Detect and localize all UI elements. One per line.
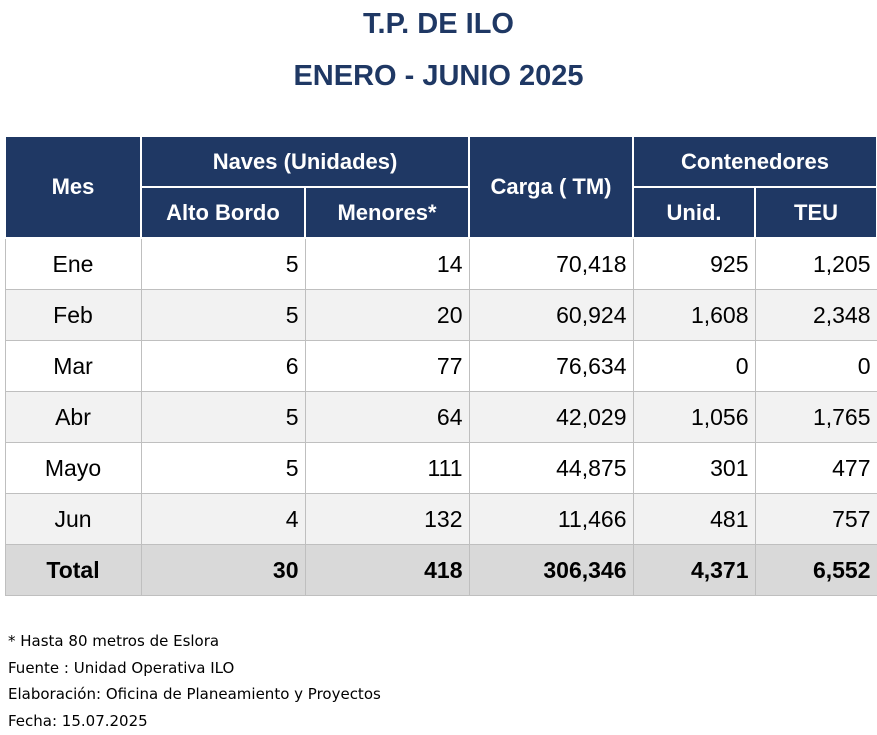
header-row-1: Mes Naves (Unidades) Carga ( TM) Contene… — [4, 135, 877, 239]
total-row: Total 30 418 306,346 4,371 6,552 — [4, 544, 877, 596]
col-header-unid: Unid. — [632, 186, 756, 239]
port-statistics-table: Mes Naves (Unidades) Carga ( TM) Contene… — [4, 135, 877, 596]
table-row: Abr 5 64 42,029 1,056 1,765 — [4, 391, 877, 443]
cell-alto-bordo: 5 — [140, 289, 306, 341]
table-row: Mayo 5 111 44,875 301 477 — [4, 442, 877, 494]
cell-unid: 301 — [632, 442, 756, 494]
cell-alto-bordo: 4 — [140, 493, 306, 545]
cell-unid: 0 — [632, 340, 756, 392]
cell-mes: Ene — [4, 237, 142, 290]
prepared-by-note: Elaboración: Oficina de Planeamiento y P… — [8, 685, 381, 703]
cell-mes: Feb — [4, 289, 142, 341]
cell-total-teu: 6,552 — [754, 544, 877, 596]
cell-menores: 77 — [304, 340, 470, 392]
cell-total-label: Total — [4, 544, 142, 596]
table-row: Jun 4 132 11,466 481 757 — [4, 493, 877, 545]
cell-mes: Mar — [4, 340, 142, 392]
cell-alto-bordo: 5 — [140, 391, 306, 443]
report-period: ENERO - JUNIO 2025 — [293, 60, 584, 92]
cell-teu: 477 — [754, 442, 877, 494]
cell-carga: 70,418 — [468, 237, 634, 290]
cell-menores: 132 — [304, 493, 470, 545]
cell-carga: 44,875 — [468, 442, 634, 494]
cell-unid: 925 — [632, 237, 756, 290]
col-header-contenedores: Contenedores — [631, 135, 877, 188]
cell-teu: 757 — [754, 493, 877, 545]
header-row-2: Alto Bordo Menores* Unid. TEU — [5, 186, 877, 239]
cell-teu: 0 — [754, 340, 877, 392]
cell-unid: 1,608 — [632, 289, 756, 341]
date-note: Fecha: 15.07.2025 — [8, 711, 148, 730]
report-title: T.P. DE ILO — [363, 8, 514, 40]
cell-alto-bordo: 5 — [140, 442, 306, 494]
table-row: Mar 6 77 76,634 0 0 — [4, 340, 877, 392]
cell-total-carga: 306,346 — [468, 544, 634, 596]
col-header-carga: Carga ( TM) — [468, 135, 634, 239]
cell-unid: 481 — [632, 493, 756, 545]
col-header-naves: Naves (Unidades) — [140, 135, 470, 188]
col-header-menores: Menores* — [304, 186, 470, 239]
table-row: Ene 5 14 70,418 925 1,205 — [4, 237, 877, 290]
cell-menores: 111 — [304, 442, 470, 494]
col-header-mes: Mes — [4, 135, 142, 239]
footnotes: * Hasta 80 metros de Eslora Fuente : Uni… — [8, 628, 381, 734]
cell-menores: 20 — [304, 289, 470, 341]
cell-total-menores: 418 — [304, 544, 470, 596]
cell-teu: 1,765 — [754, 391, 877, 443]
cell-carga: 11,466 — [468, 493, 634, 545]
cell-menores: 64 — [304, 391, 470, 443]
cell-mes: Mayo — [4, 442, 142, 494]
table-row: Feb 5 20 60,924 1,608 2,348 — [4, 289, 877, 341]
cell-teu: 2,348 — [754, 289, 877, 341]
cell-menores: 14 — [304, 237, 470, 290]
col-header-teu: TEU — [753, 186, 877, 239]
cell-unid: 1,056 — [632, 391, 756, 443]
cell-alto-bordo: 6 — [140, 340, 306, 392]
col-header-alto-bordo: Alto Bordo — [140, 186, 306, 239]
cell-alto-bordo: 5 — [140, 237, 306, 290]
cell-carga: 42,029 — [468, 391, 634, 443]
cell-carga: 76,634 — [468, 340, 634, 392]
cell-teu: 1,205 — [754, 237, 877, 290]
footnote-eslora: * Hasta 80 metros de Eslora — [8, 632, 220, 650]
source-note: Fuente : Unidad Operativa ILO — [8, 658, 235, 677]
cell-carga: 60,924 — [468, 289, 634, 341]
cell-total-alto-bordo: 30 — [140, 544, 306, 596]
cell-total-unid: 4,371 — [632, 544, 756, 596]
cell-mes: Jun — [4, 493, 142, 545]
cell-mes: Abr — [4, 391, 142, 443]
